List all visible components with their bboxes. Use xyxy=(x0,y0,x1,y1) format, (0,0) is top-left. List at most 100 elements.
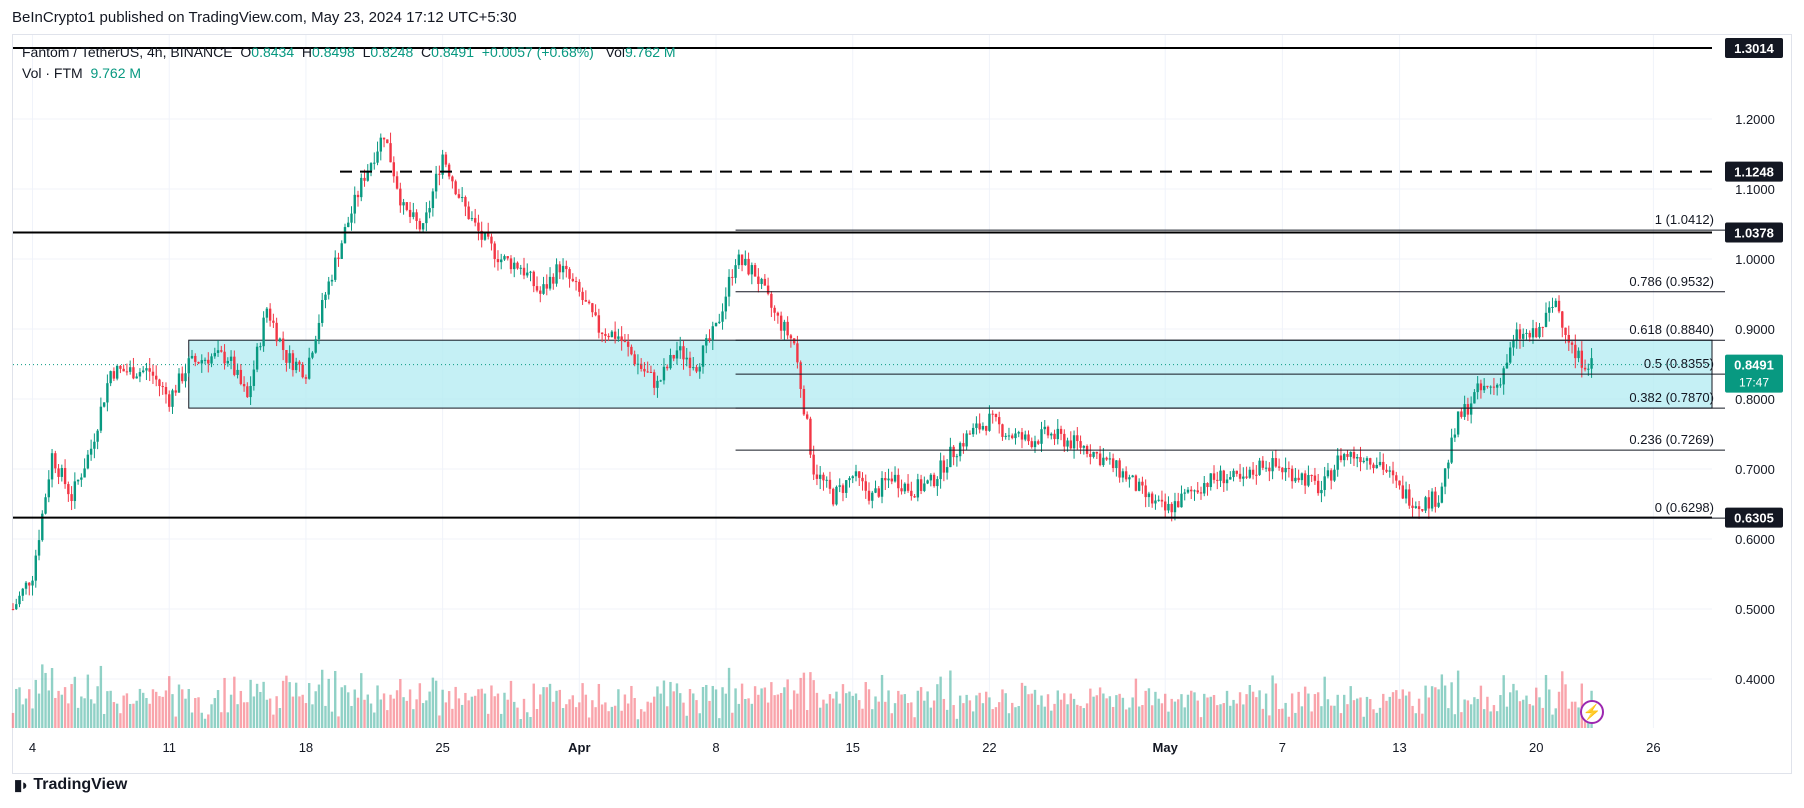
volume-bar xyxy=(1144,690,1147,728)
volume-bar xyxy=(278,708,282,728)
volume-bar xyxy=(516,707,519,728)
candle-body xyxy=(630,346,633,355)
volume-bar xyxy=(21,704,24,728)
candle-body xyxy=(1359,457,1362,463)
volume-bar xyxy=(1528,704,1531,728)
volume-bar xyxy=(776,694,780,728)
volume-bar xyxy=(679,693,682,728)
level-label-bg xyxy=(1725,507,1783,528)
volume-bar xyxy=(262,681,265,728)
candle-body xyxy=(421,223,425,230)
candle-body xyxy=(1365,458,1369,461)
volume-bar xyxy=(1037,704,1040,728)
volume-bar xyxy=(399,679,402,728)
volume-bar xyxy=(789,709,793,728)
candle-body xyxy=(942,460,946,473)
candle-body xyxy=(1004,435,1007,437)
volume-bar xyxy=(610,706,614,728)
volume-bar xyxy=(988,697,991,728)
candle-body xyxy=(379,137,382,152)
volume-bar xyxy=(727,667,731,728)
candle-body xyxy=(1395,475,1398,481)
tradingview-logo[interactable]: ▮◗ TradingView xyxy=(14,776,127,794)
volume-bar xyxy=(815,692,819,728)
volume-bar xyxy=(207,714,210,728)
candle-body xyxy=(1294,477,1297,482)
volume-bar xyxy=(975,695,978,728)
candle-body xyxy=(1063,433,1066,447)
candle-body xyxy=(1561,311,1564,328)
volume-bar xyxy=(1098,687,1102,728)
open-value: 0.8434 xyxy=(251,44,295,60)
candle-body xyxy=(223,351,226,364)
volume-bar xyxy=(343,685,347,728)
horizontal-levels: 1.3014 1.1248 1.0378 0.6305 0.8491 17:47 xyxy=(13,38,1783,528)
candle-body xyxy=(327,281,330,295)
volume-bar xyxy=(867,689,871,728)
candle-body xyxy=(161,386,164,388)
volume-bar xyxy=(1245,694,1248,728)
price-tick: 0.9000 xyxy=(1735,322,1775,337)
volume-bar xyxy=(688,688,692,728)
volume-bar xyxy=(623,694,627,728)
candle-body xyxy=(1512,340,1515,348)
volume-bar xyxy=(792,690,796,728)
candle-body xyxy=(1284,467,1287,473)
lightning-icon[interactable]: ⚡ xyxy=(1580,700,1604,724)
candle-body xyxy=(190,355,194,359)
volume-bar xyxy=(28,689,31,728)
volume-bar xyxy=(1014,707,1017,728)
candle-body xyxy=(307,357,311,379)
candle-body xyxy=(822,474,825,481)
candle-body xyxy=(1258,460,1261,475)
candle-body xyxy=(971,427,975,435)
volume-bar xyxy=(669,681,672,728)
candle-body xyxy=(581,291,584,301)
candle-body xyxy=(353,194,356,214)
volume-bar xyxy=(532,683,535,728)
candle-body xyxy=(1160,499,1164,502)
volume-bar xyxy=(1463,699,1466,728)
level-label-bg xyxy=(1725,222,1783,243)
volume-bar xyxy=(304,703,308,728)
level-label: 1.0378 xyxy=(1734,226,1774,241)
volume-bar xyxy=(1369,699,1372,728)
volume-bar xyxy=(1535,687,1538,728)
candle-body xyxy=(724,296,727,312)
volume-bar xyxy=(70,684,73,728)
volume-bar xyxy=(1190,690,1193,728)
candle-body xyxy=(1548,307,1551,313)
volume-bar xyxy=(1522,699,1525,728)
candle-body xyxy=(1541,326,1544,328)
volume-bar xyxy=(1356,698,1359,728)
candle-body xyxy=(408,209,412,217)
volume-bar xyxy=(1375,712,1378,728)
volume-bar xyxy=(1287,716,1291,728)
volume-bar xyxy=(369,703,373,728)
candle-body xyxy=(880,478,884,497)
candle-body xyxy=(1564,327,1567,335)
candle-body xyxy=(1261,460,1265,468)
volume-bar xyxy=(1147,688,1151,728)
candle-body xyxy=(229,356,233,361)
volume-bar xyxy=(405,700,409,728)
candle-body xyxy=(848,478,851,481)
candle-body xyxy=(132,367,135,379)
candle-body xyxy=(356,194,360,198)
candle-body xyxy=(1398,480,1401,486)
volume-bar xyxy=(1577,707,1580,728)
volume-legend[interactable]: Vol · FTM 9.762 M xyxy=(22,65,141,81)
candle-body xyxy=(15,604,18,610)
volume-bar xyxy=(181,689,184,728)
volume-bar xyxy=(574,707,578,728)
symbol-legend[interactable]: Fantom / TetherUS, 4h, BINANCE O0.8434 H… xyxy=(22,44,676,60)
candle-body xyxy=(1056,428,1059,440)
volume-bar xyxy=(213,698,216,728)
candle-body xyxy=(86,454,90,469)
volume-bar xyxy=(513,701,516,728)
volume-bar xyxy=(809,672,812,728)
volume-bar xyxy=(200,712,203,728)
volume-bar xyxy=(545,687,548,728)
candle-body xyxy=(604,334,607,336)
